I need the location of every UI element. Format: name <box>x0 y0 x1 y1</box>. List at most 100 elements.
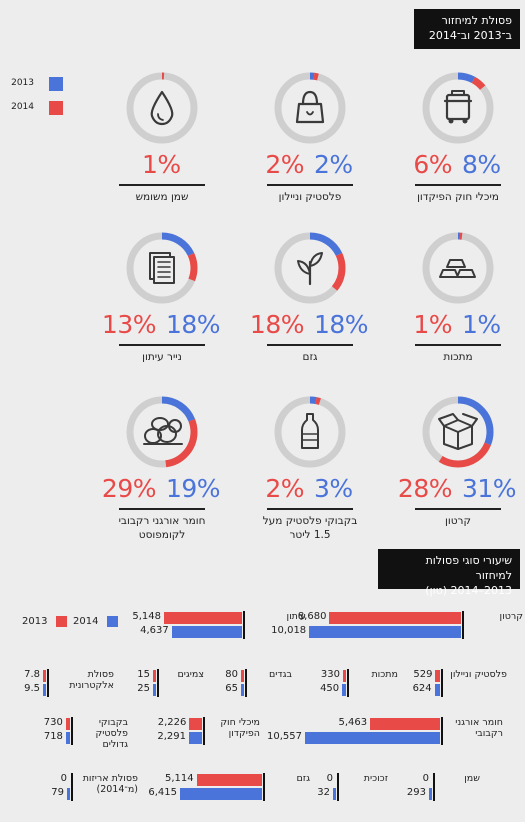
bar-value-2013: 0 <box>422 773 429 784</box>
bar-value-2013: 330 <box>320 669 340 680</box>
bar-axis <box>245 669 247 697</box>
donut-section-title: פסולת למיחזור ב־2013 וב־2014 <box>414 9 520 49</box>
donut-arc-2013 <box>274 72 346 144</box>
bar-value-2014: 9.5 <box>24 683 40 694</box>
donut-chart <box>274 232 346 304</box>
bar-value-2014: 2,291 <box>157 731 186 742</box>
bar-value-2013: 5,114 <box>164 773 194 784</box>
percent-2013: 8% <box>462 150 501 179</box>
percent-2013: 2% <box>314 150 353 179</box>
legend-swatch-2013 <box>49 77 63 91</box>
bar-category-label: גזם <box>296 773 310 784</box>
bar-2013 <box>343 670 346 682</box>
bar-category-label: מתכות <box>371 669 398 680</box>
percent-2014: 1% <box>413 310 452 339</box>
carton-box-icon <box>438 413 478 450</box>
percent-underline <box>415 508 501 510</box>
bar-category-label: בקבוקי פלסטיק גדולים <box>95 717 128 750</box>
bar-value-2013: 730 <box>43 717 63 728</box>
category-label: בקבוקי פלסטיק מעל 1.5 ליטר <box>262 515 358 541</box>
bar-value-2014: 79 <box>51 787 64 798</box>
bin-icon <box>443 90 473 124</box>
donut-chart <box>126 72 198 144</box>
percent-underline <box>267 344 353 346</box>
bar-axis <box>71 773 73 801</box>
bar-axis <box>441 717 443 745</box>
title-line-2: ב־2013 וב־2014 <box>428 29 512 42</box>
category-label: מיכלי חוק הפיקדון <box>417 191 499 203</box>
bar-2014 <box>305 732 440 744</box>
category-label: קרטון <box>445 515 471 527</box>
bar-value-2014: 624 <box>412 683 432 694</box>
bar-title-line-2: 2013–2014 (טון) <box>425 584 512 597</box>
bar-axis <box>263 773 265 801</box>
oil-drop-icon <box>150 90 174 126</box>
donut-arc-2013 <box>422 396 494 468</box>
bar-value-2013: 7.8 <box>24 669 40 680</box>
percent-2013: 1% <box>462 310 501 339</box>
percent-2013: 3% <box>314 474 353 503</box>
bar-axis <box>71 717 73 745</box>
plastic-bag-icon <box>295 90 325 124</box>
bottle-icon <box>301 413 319 449</box>
bar-value-2013: 15 <box>137 669 150 680</box>
donut-chart <box>422 396 494 468</box>
bar-value-2013: 5,463 <box>338 717 368 728</box>
bottom-legend-label-2013: 2013 <box>22 616 48 627</box>
percent-2014: 13% <box>101 310 157 339</box>
bar-2013 <box>329 612 461 624</box>
donut-chart <box>126 232 198 304</box>
bottom-legend-swatch-2013 <box>56 616 67 627</box>
bar-2014 <box>171 626 242 638</box>
bar-axis <box>157 669 159 697</box>
bar-2013 <box>370 718 440 730</box>
legend-label-2013: 2013 <box>11 78 34 88</box>
bar-2014 <box>67 788 70 800</box>
donut-track <box>126 72 198 144</box>
bar-2014 <box>241 684 244 696</box>
category-label: חומר אורגני רקבובי לקומפוסט <box>118 515 206 541</box>
percent-underline <box>267 508 353 510</box>
bar-section-title: שיעורי סוגי פסולות למיחזור 2013–2014 (טו… <box>378 549 520 597</box>
bar-value-2014: 32 <box>317 787 330 798</box>
donut-arc-2014 <box>126 232 198 304</box>
bar-2014 <box>429 788 432 800</box>
bar-category-label: חומר אורגני רקבובי <box>455 717 503 739</box>
percent-underline <box>119 344 205 346</box>
bar-category-label: פסולת אריזות (מ־2014) <box>82 773 138 795</box>
donut-chart <box>422 232 494 304</box>
legend-label-2014: 2014 <box>11 102 34 112</box>
compost-icon <box>143 417 183 445</box>
donut-arc-2013 <box>126 396 198 468</box>
bar-category-label: בגדים <box>268 669 292 680</box>
bar-2013 <box>153 670 156 682</box>
donut-arc-2013 <box>422 232 494 304</box>
percent-2014: 18% <box>249 310 305 339</box>
donut-arc-2013 <box>126 232 198 304</box>
percent-2014: 6% <box>413 150 452 179</box>
bar-category-label: מיכלי חוק הפיקדון <box>220 717 260 739</box>
percent-2014: 2% <box>265 150 304 179</box>
donut-track <box>274 72 346 144</box>
percent-2014: 2% <box>265 474 304 503</box>
percent-underline <box>415 184 501 186</box>
bar-axis <box>337 773 339 801</box>
percent-2013: 31% <box>462 474 517 503</box>
bar-2013 <box>196 774 262 786</box>
bar-2014 <box>434 684 440 696</box>
percent-2014: 29% <box>101 474 157 503</box>
bar-2014 <box>153 684 156 696</box>
bar-category-label: קרטון <box>499 611 523 622</box>
bar-category-label: זכוכית <box>363 773 388 784</box>
bar-value-2014: 293 <box>406 787 426 798</box>
bar-value-2014: 4,637 <box>140 625 169 636</box>
percent-2013: 18% <box>314 310 369 339</box>
donut-arc-2013 <box>274 396 346 468</box>
donut-arc-2014 <box>126 396 198 468</box>
bar-axis <box>203 717 205 745</box>
bottom-legend-label-2014: 2014 <box>73 616 99 627</box>
bar-value-2014: 718 <box>43 731 63 742</box>
donut-track <box>274 396 346 468</box>
donut-chart <box>422 72 494 144</box>
bar-value-2014: 25 <box>137 683 150 694</box>
